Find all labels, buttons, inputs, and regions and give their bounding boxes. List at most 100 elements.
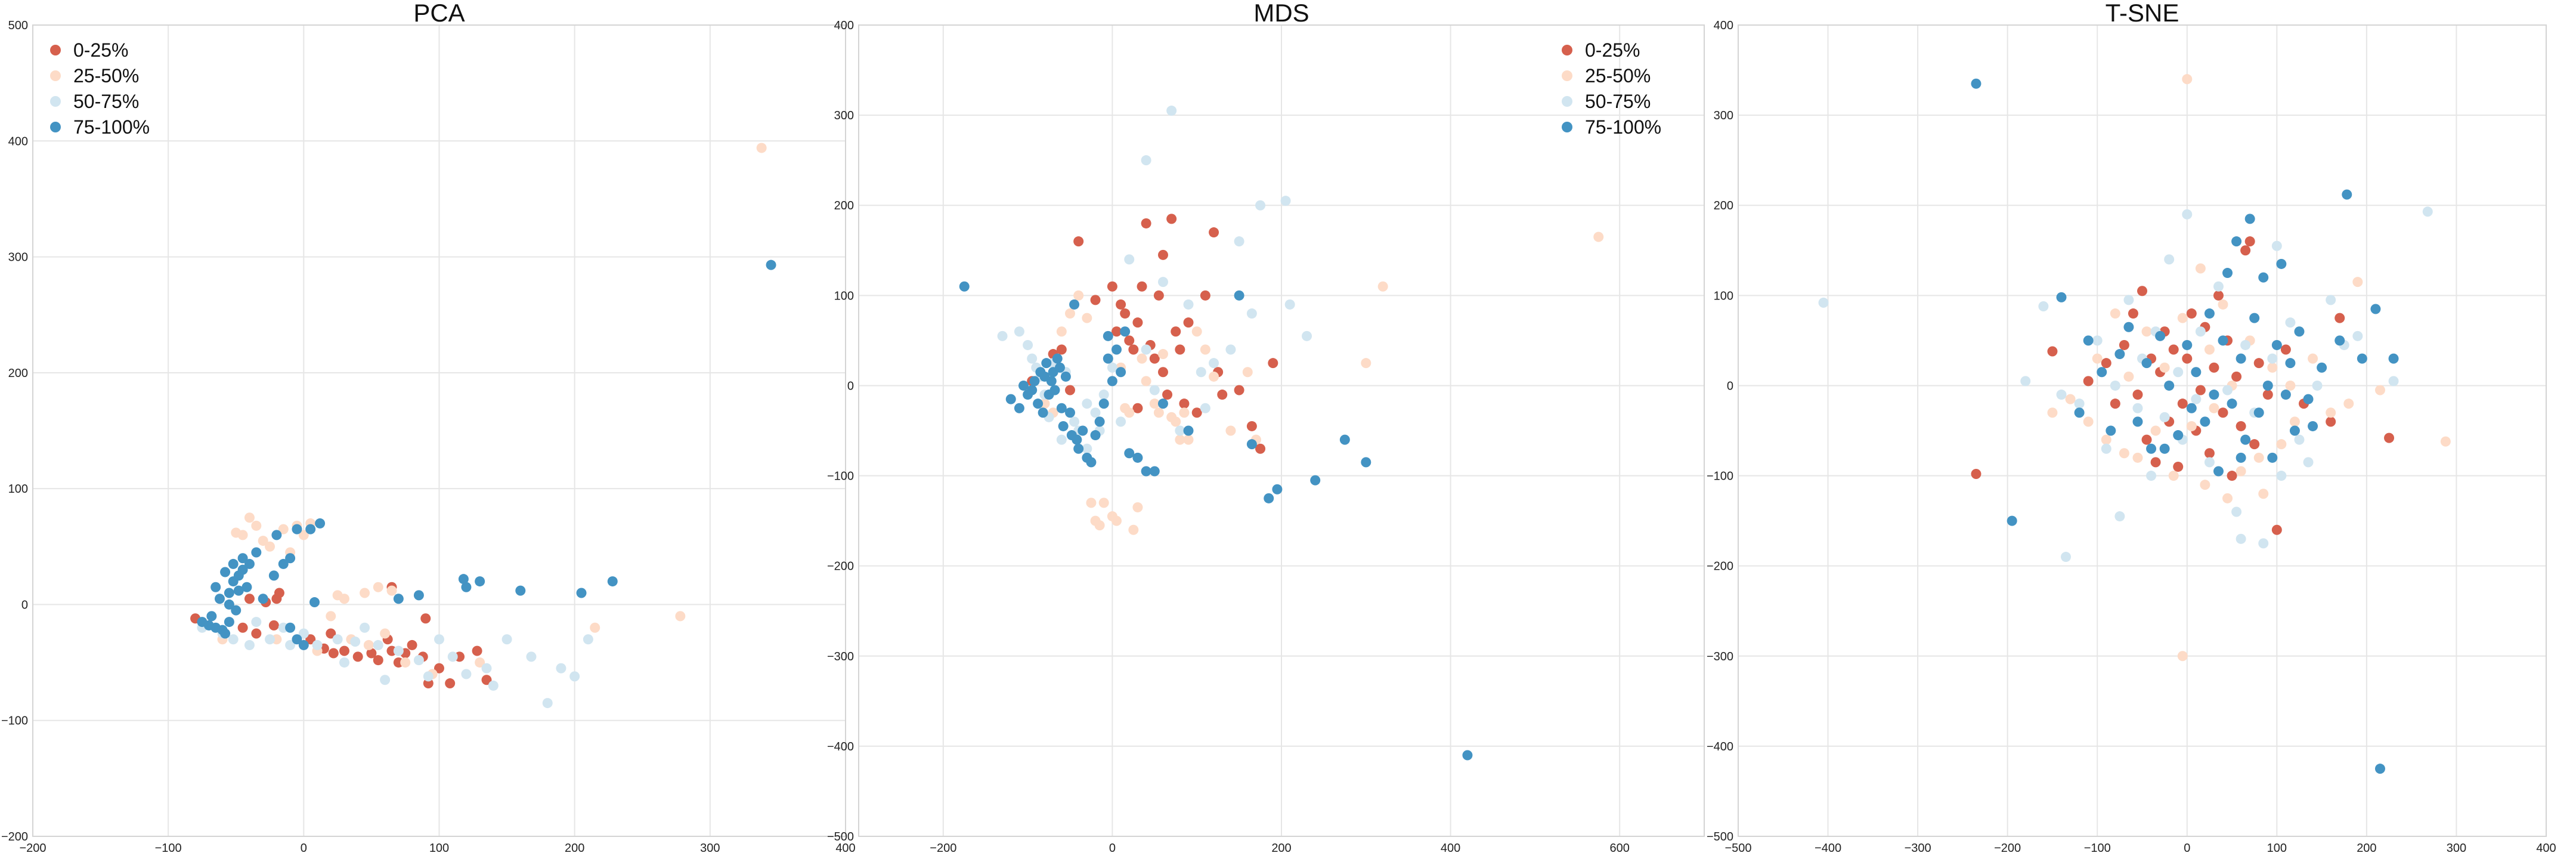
mds-point-50-75% — [1157, 277, 1168, 288]
tsne-point-0-25% — [2227, 471, 2237, 481]
mds-legend-marker — [1562, 45, 1572, 55]
pca-point-75-100% — [244, 558, 255, 569]
tsne-point-50-75% — [2191, 394, 2202, 404]
tsne-y-tick-label: 400 — [1714, 19, 1733, 32]
mds-point-50-75% — [1166, 106, 1177, 116]
pca-point-50-75% — [350, 636, 361, 647]
pca-point-75-100% — [251, 547, 262, 558]
pca-point-75-100% — [461, 582, 472, 592]
mds-point-0-25% — [1141, 218, 1151, 228]
pca-panel: PCA −200 −100 0 100 200 300 400 −200 −100 0 100 20… — [1, 0, 856, 855]
mds-point-75-100% — [1103, 353, 1113, 364]
pca-point-50-75% — [434, 634, 444, 645]
pca-y-tick-label: −100 — [1, 715, 28, 728]
tsne-point-0-25% — [2209, 362, 2219, 373]
pca-point-50-75% — [413, 655, 424, 666]
pca-legend-marker — [50, 96, 61, 107]
tsne-point-50-75% — [2388, 376, 2399, 387]
pca-x-tick-label: −100 — [155, 842, 182, 855]
tsne-point-50-75% — [2061, 552, 2072, 563]
tsne-point-25-50% — [2150, 425, 2161, 436]
pca-point-50-75% — [526, 651, 537, 662]
mds-point-50-75% — [1175, 425, 1185, 436]
tsne-point-50-75% — [2146, 471, 2157, 481]
tsne-point-25-50% — [2200, 480, 2210, 490]
pca-point-75-100% — [271, 530, 282, 540]
mds-point-0-25% — [1116, 299, 1126, 310]
mds-legend-label: 25-50% — [1585, 65, 1651, 86]
tsne-point-50-75% — [2038, 301, 2049, 311]
mds-point-75-100% — [1234, 290, 1244, 301]
pca-points — [190, 143, 776, 709]
pca-point-75-100% — [231, 605, 242, 616]
tsne-point-75-100% — [2159, 443, 2170, 454]
tsne-y-tick-label: −200 — [1707, 560, 1733, 573]
pca-point-25-50% — [675, 611, 686, 622]
mds-point-50-75% — [1255, 200, 1266, 211]
mds-point-0-25% — [1153, 290, 1164, 301]
pca-point-50-75% — [244, 639, 255, 650]
tsne-point-75-100% — [2200, 416, 2210, 427]
tsne-y-tick-label: −400 — [1707, 740, 1733, 753]
mds-point-25-50% — [1086, 498, 1097, 508]
pca-point-75-100% — [458, 574, 469, 585]
mds-point-25-50% — [1098, 498, 1109, 508]
tsne-point-50-75% — [2285, 317, 2296, 328]
pca-point-50-75% — [380, 675, 391, 685]
mds-point-75-100% — [1014, 403, 1024, 413]
pca-point-50-75% — [339, 657, 349, 668]
tsne-grid — [1738, 24, 2547, 837]
mds-point-50-75% — [1141, 155, 1151, 166]
mds-point-75-100% — [1072, 434, 1082, 445]
tsne-point-25-50% — [2195, 263, 2206, 274]
pca-point-75-100% — [214, 594, 225, 604]
pca-y-tick-label: 0 — [21, 598, 28, 611]
pca-point-75-100% — [298, 639, 309, 650]
tsne-point-25-50% — [2141, 326, 2152, 337]
mds-point-75-100% — [1073, 443, 1084, 454]
mds-y-tick-label: −400 — [827, 740, 854, 753]
tsne-point-50-75% — [2114, 511, 2125, 522]
mds-point-25-50% — [1175, 434, 1185, 445]
mds-x-ticks: −200 0 200 400 600 — [930, 842, 1630, 855]
pca-x-tick-label: 0 — [301, 842, 307, 855]
mds-x-tick-label: 600 — [1610, 842, 1630, 855]
tsne-points — [1818, 74, 2451, 774]
mds-point-75-100% — [1069, 299, 1080, 310]
tsne-point-75-100% — [2227, 398, 2237, 409]
pca-point-25-50% — [400, 657, 411, 668]
tsne-panel: T-SNE −500 −400 −300 −200 −100 0 100 200 300 400 … — [1707, 0, 2556, 855]
mds-point-75-100% — [1049, 385, 1060, 395]
pca-point-0-25% — [423, 678, 434, 689]
tsne-x-tick-label: 400 — [2536, 842, 2556, 855]
tsne-point-0-25% — [2047, 346, 2058, 357]
tsne-y-tick-label: 100 — [1714, 289, 1733, 302]
pca-point-50-75% — [583, 634, 593, 645]
pca-x-tick-label: 200 — [565, 842, 584, 855]
mds-point-0-25% — [1157, 249, 1168, 260]
tsne-point-50-75% — [2267, 353, 2278, 364]
mds-point-25-50% — [1153, 407, 1164, 418]
pca-y-ticks: −200 −100 0 100 200 300 400 500 — [1, 19, 28, 843]
tsne-point-25-50% — [2343, 398, 2354, 409]
tsne-plot-frame — [1738, 24, 2547, 837]
mds-point-0-25% — [1132, 317, 1143, 328]
tsne-x-tick-label: 100 — [2267, 842, 2287, 855]
mds-point-25-50% — [1132, 502, 1143, 512]
pca-point-0-25% — [407, 639, 417, 650]
pca-point-75-100% — [233, 585, 244, 596]
pca-point-0-25% — [326, 628, 336, 639]
pca-point-0-25% — [244, 594, 255, 604]
mds-point-50-75% — [1196, 367, 1206, 378]
mds-title: MDS — [1253, 0, 1309, 27]
tsne-y-tick-label: 200 — [1714, 199, 1733, 212]
tsne-point-50-75% — [2173, 367, 2184, 378]
mds-point-75-100% — [1029, 376, 1040, 387]
tsne-point-0-25% — [2384, 432, 2395, 443]
tsne-point-25-50% — [2289, 416, 2300, 427]
pca-point-0-25% — [268, 620, 279, 631]
mds-y-tick-label: −300 — [827, 650, 854, 663]
pca-point-75-100% — [393, 594, 404, 604]
mds-point-0-25% — [1157, 367, 1168, 378]
tsne-y-ticks: −500 −400 −300 −200 −100 0 100 200 300 400 — [1707, 19, 1733, 843]
